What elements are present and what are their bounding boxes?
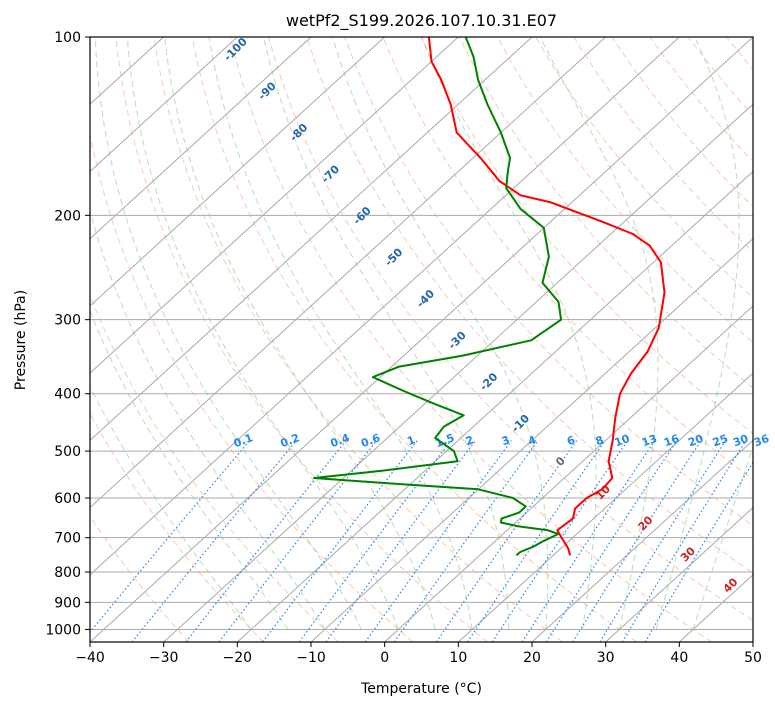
y-tick-label: 400 [54,387,81,403]
moist-adiabat-line [539,37,659,630]
dewpoint-profile-line [313,37,563,557]
x-tick-label: −20 [223,650,253,666]
dry-adiabat-line [90,515,190,642]
moist-adiabat-line [655,37,740,630]
isotherm-line [163,103,753,642]
mixing-ratio-line [572,440,702,642]
mixing-ratio-label: 6 [565,433,577,448]
y-tick-label: 100 [54,30,81,46]
dry-adiabat-line [153,37,563,642]
mixing-ratio-label: 8 [594,433,606,448]
mixing-ratio-line [466,440,606,642]
y-axis-title: Pressure (hPa) [13,290,29,390]
mixing-ratio-label: 3 [500,433,512,448]
dry-adiabat-line [344,37,753,527]
isotherm-line [90,37,459,374]
isotherm-line [90,37,533,442]
y-tick-label: 1000 [45,622,81,638]
isotherm-line [384,305,753,642]
mixing-ratio-line [218,440,378,642]
dry-adiabat-line [496,37,753,344]
moist-adiabat-line [331,37,549,630]
isotherm-line [310,237,753,642]
isotherm-line [90,37,386,307]
x-tick-label: 20 [523,650,541,666]
mixing-ratio-label: 0.6 [359,431,382,450]
temperature-profile-line [427,37,666,556]
y-tick-label: 600 [54,491,81,507]
dry-adiabat-line [306,37,753,574]
moist-adiabat-line [263,37,510,630]
y-tick-label: 500 [54,444,81,460]
mixing-ratio-label: 0.1 [232,431,255,450]
x-tick-label: 50 [744,650,762,666]
mixing-ratio-line [621,440,747,642]
mixing-ratio-line [364,440,512,642]
isotherm-line [457,372,753,642]
mixing-ratio-label: 1.5 [433,431,456,450]
mixing-ratio-label: 36 [752,432,771,450]
dry-adiabat-line [90,412,264,642]
isotherm-line [90,37,680,576]
y-tick-label: 700 [54,531,81,547]
isotherm-line [90,37,312,240]
mixing-ratio-label: 25 [711,432,730,449]
mixing-ratio-label: 16 [662,432,681,450]
moist-adiabat-line [94,37,363,630]
y-tick-label: 300 [54,313,81,329]
chart-title: wetPf2_S199.2026.107.10.31.E07 [286,11,557,31]
mixing-ratio-label: 13 [640,432,659,449]
x-tick-label: 30 [597,650,615,666]
x-axis-title: Temperature (°C) [360,681,482,697]
dry-adiabat-line [535,37,753,298]
x-tick-label: 10 [449,650,467,666]
dry-adiabat-line [382,37,753,481]
x-tick-label: −10 [296,650,326,666]
mixing-ratio-line [545,440,678,642]
dry-adiabat-line [229,37,712,642]
moist-adiabat-line [421,37,597,630]
isotherm-line [531,439,753,642]
moist-adiabat-line [126,37,399,630]
y-tick-label: 200 [54,208,81,224]
isotherm-line [236,170,753,642]
plot-frame [89,36,754,643]
mixing-ratio-line [131,440,297,642]
mixing-ratio-label: 1 [405,433,417,448]
mixing-ratio-label: 10 [613,432,632,450]
mixing-ratio-label: 0.4 [329,431,352,450]
x-tick-label: −40 [75,650,105,666]
isotherm-line [90,37,238,173]
moist-adiabat-line [692,445,753,630]
dry-adiabat-line [115,37,488,642]
moist-adiabat-line [90,384,252,630]
mixing-ratio-label: 20 [686,432,705,450]
mixing-ratio-label: 4 [526,433,538,448]
moist-adiabat-line [208,37,473,630]
isotherm-line [605,506,753,642]
mixing-ratio-line [521,440,656,642]
y-tick-label: 800 [54,565,81,581]
mixing-ratio-line [644,461,753,642]
x-tick-label: −30 [149,650,179,666]
mixing-ratio-label: 2 [464,433,476,448]
mixing-ratio-label: 30 [731,432,750,450]
mixing-ratio-line [435,440,578,642]
moist-adiabat-line [90,309,289,630]
mixing-ratio-line [599,440,727,642]
isotherm-line [90,37,607,509]
moist-adiabat-line [164,37,436,630]
x-tick-label: 0 [380,650,389,666]
x-tick-label: 40 [670,650,688,666]
y-tick-label: 900 [54,595,81,611]
isotherm-line [90,37,753,642]
mixing-ratio-line [491,440,629,642]
mixing-ratio-line [90,440,251,633]
dry-adiabat-line [268,37,753,622]
dry-adiabat-line [90,131,414,642]
mixing-ratio-label: 0.2 [279,431,302,450]
